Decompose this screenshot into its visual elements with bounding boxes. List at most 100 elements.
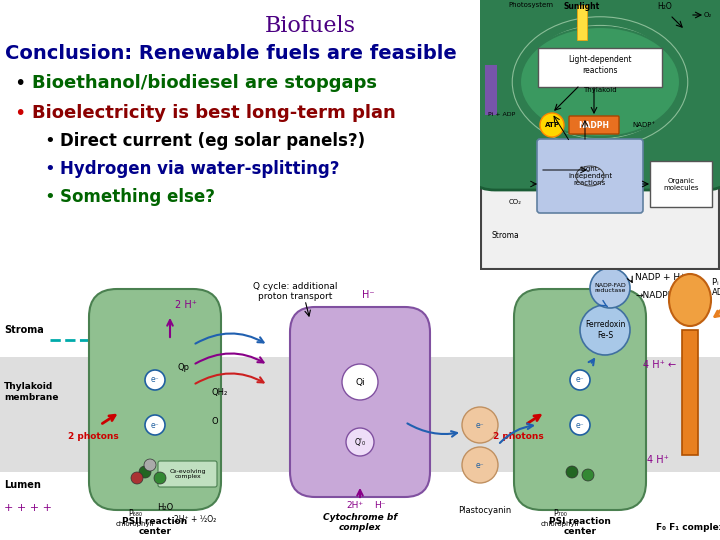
Text: Hydrogen via water-splitting?: Hydrogen via water-splitting? — [60, 160, 340, 178]
Text: Thylakoid: Thylakoid — [583, 87, 617, 93]
Text: H₂O: H₂O — [657, 2, 672, 11]
Text: e⁻: e⁻ — [576, 375, 585, 384]
Circle shape — [590, 268, 630, 308]
FancyBboxPatch shape — [485, 65, 497, 115]
Text: Conclusion: Renewable fuels are feasible: Conclusion: Renewable fuels are feasible — [5, 44, 456, 63]
Text: Biofuels: Biofuels — [264, 15, 356, 37]
FancyBboxPatch shape — [158, 461, 217, 487]
Text: NADP-FAD
reductase: NADP-FAD reductase — [594, 282, 626, 293]
Text: chlorophyll: chlorophyll — [116, 521, 154, 527]
FancyBboxPatch shape — [650, 161, 712, 207]
FancyBboxPatch shape — [89, 289, 221, 510]
Circle shape — [145, 415, 165, 435]
Text: CO₂: CO₂ — [508, 199, 521, 205]
Text: Light-dependent
reactions: Light-dependent reactions — [568, 55, 631, 75]
Text: Cytochrome bf
complex: Cytochrome bf complex — [323, 512, 397, 532]
FancyBboxPatch shape — [682, 330, 698, 455]
Circle shape — [570, 415, 590, 435]
FancyBboxPatch shape — [537, 139, 643, 213]
Circle shape — [462, 447, 498, 483]
Text: Something else?: Something else? — [60, 188, 215, 206]
FancyBboxPatch shape — [481, 1, 719, 269]
Text: e⁻: e⁻ — [476, 421, 485, 429]
Text: Sunlight: Sunlight — [564, 2, 600, 11]
FancyBboxPatch shape — [290, 307, 430, 497]
Text: •: • — [14, 104, 25, 123]
Text: NADPH: NADPH — [578, 120, 610, 130]
Text: H⁻: H⁻ — [374, 501, 386, 510]
Text: Organic
molecules: Organic molecules — [663, 178, 698, 191]
Text: •: • — [14, 74, 25, 93]
Circle shape — [154, 472, 166, 484]
Text: e⁻: e⁻ — [150, 375, 159, 384]
Text: 4 H⁺ ←: 4 H⁺ ← — [643, 360, 676, 370]
Text: Q'₀: Q'₀ — [354, 437, 366, 447]
Text: P₇₀₀: P₇₀₀ — [553, 509, 567, 518]
Text: 2H⁺ + ½O₂: 2H⁺ + ½O₂ — [174, 515, 216, 524]
Text: chlorophyll: chlorophyll — [541, 521, 580, 527]
Text: •: • — [44, 160, 55, 178]
FancyBboxPatch shape — [569, 116, 619, 134]
Circle shape — [582, 469, 594, 481]
Text: Light-
independent
reactions: Light- independent reactions — [568, 166, 612, 186]
Circle shape — [570, 370, 590, 390]
Ellipse shape — [520, 27, 680, 137]
Circle shape — [131, 472, 143, 484]
Text: H⁻: H⁻ — [361, 290, 374, 300]
Text: Bioethanol/biodiesel are stopgaps: Bioethanol/biodiesel are stopgaps — [32, 74, 377, 92]
Text: Pᵢ +
ADP: Pᵢ + ADP — [712, 278, 720, 298]
Text: P₆₈₀: P₆₈₀ — [128, 509, 142, 518]
Text: →NADPH: →NADPH — [635, 291, 675, 300]
Text: 2H⁺: 2H⁺ — [346, 501, 364, 510]
Text: Stroma: Stroma — [4, 325, 44, 335]
Text: NADP⁺: NADP⁺ — [632, 122, 655, 128]
FancyBboxPatch shape — [514, 289, 646, 510]
Circle shape — [144, 459, 156, 471]
Text: Ferredoxin
Fe-S: Ferredoxin Fe-S — [585, 320, 625, 340]
Text: Pi + ADP: Pi + ADP — [488, 112, 516, 117]
Text: Bioelectricity is best long-term plan: Bioelectricity is best long-term plan — [32, 104, 396, 122]
Text: NADP + H⁺: NADP + H⁺ — [635, 273, 685, 282]
Text: e⁻: e⁻ — [476, 461, 485, 469]
Text: + + + +: + + + + — [4, 503, 52, 513]
Text: Qp: Qp — [177, 363, 189, 373]
Text: Thylakoid
membrane: Thylakoid membrane — [4, 382, 58, 402]
Circle shape — [462, 407, 498, 443]
Circle shape — [145, 370, 165, 390]
Text: •: • — [44, 132, 55, 150]
Circle shape — [540, 113, 564, 137]
Text: Photosystem: Photosystem — [508, 2, 553, 8]
Text: Q cycle: additional
proton transport: Q cycle: additional proton transport — [253, 282, 337, 301]
Circle shape — [580, 305, 630, 355]
Text: Lumen: Lumen — [4, 480, 41, 490]
Circle shape — [346, 428, 374, 456]
FancyBboxPatch shape — [577, 5, 587, 40]
Text: Qi: Qi — [355, 377, 365, 387]
Text: O₂: O₂ — [704, 12, 712, 18]
Text: 2 photons: 2 photons — [492, 432, 544, 441]
Text: e⁻: e⁻ — [150, 421, 159, 429]
Text: O₂-evolving
complex: O₂-evolving complex — [170, 469, 206, 480]
Text: 2 H⁺: 2 H⁺ — [175, 300, 197, 310]
Text: Direct current (eg solar panels?): Direct current (eg solar panels?) — [60, 132, 365, 150]
Text: Plastocyanin: Plastocyanin — [459, 506, 512, 515]
Text: F₀ F₁ complex: F₀ F₁ complex — [656, 523, 720, 532]
Text: e⁻: e⁻ — [576, 421, 585, 429]
Text: 4 H⁺: 4 H⁺ — [647, 455, 669, 465]
Circle shape — [342, 364, 378, 400]
Ellipse shape — [669, 274, 711, 326]
Text: Stroma: Stroma — [492, 231, 520, 240]
Text: PSII reaction
center: PSII reaction center — [122, 517, 188, 536]
Text: H₂O: H₂O — [157, 503, 173, 512]
Text: QH₂: QH₂ — [212, 388, 228, 396]
Text: ATP: ATP — [544, 122, 559, 128]
Text: PSI reaction
center: PSI reaction center — [549, 517, 611, 536]
Circle shape — [566, 466, 578, 478]
FancyBboxPatch shape — [465, 0, 720, 190]
FancyBboxPatch shape — [0, 357, 720, 472]
Text: O: O — [212, 417, 218, 427]
Text: 2 photons: 2 photons — [68, 432, 118, 441]
Text: •: • — [44, 188, 55, 206]
FancyBboxPatch shape — [538, 48, 662, 87]
Circle shape — [139, 466, 151, 478]
